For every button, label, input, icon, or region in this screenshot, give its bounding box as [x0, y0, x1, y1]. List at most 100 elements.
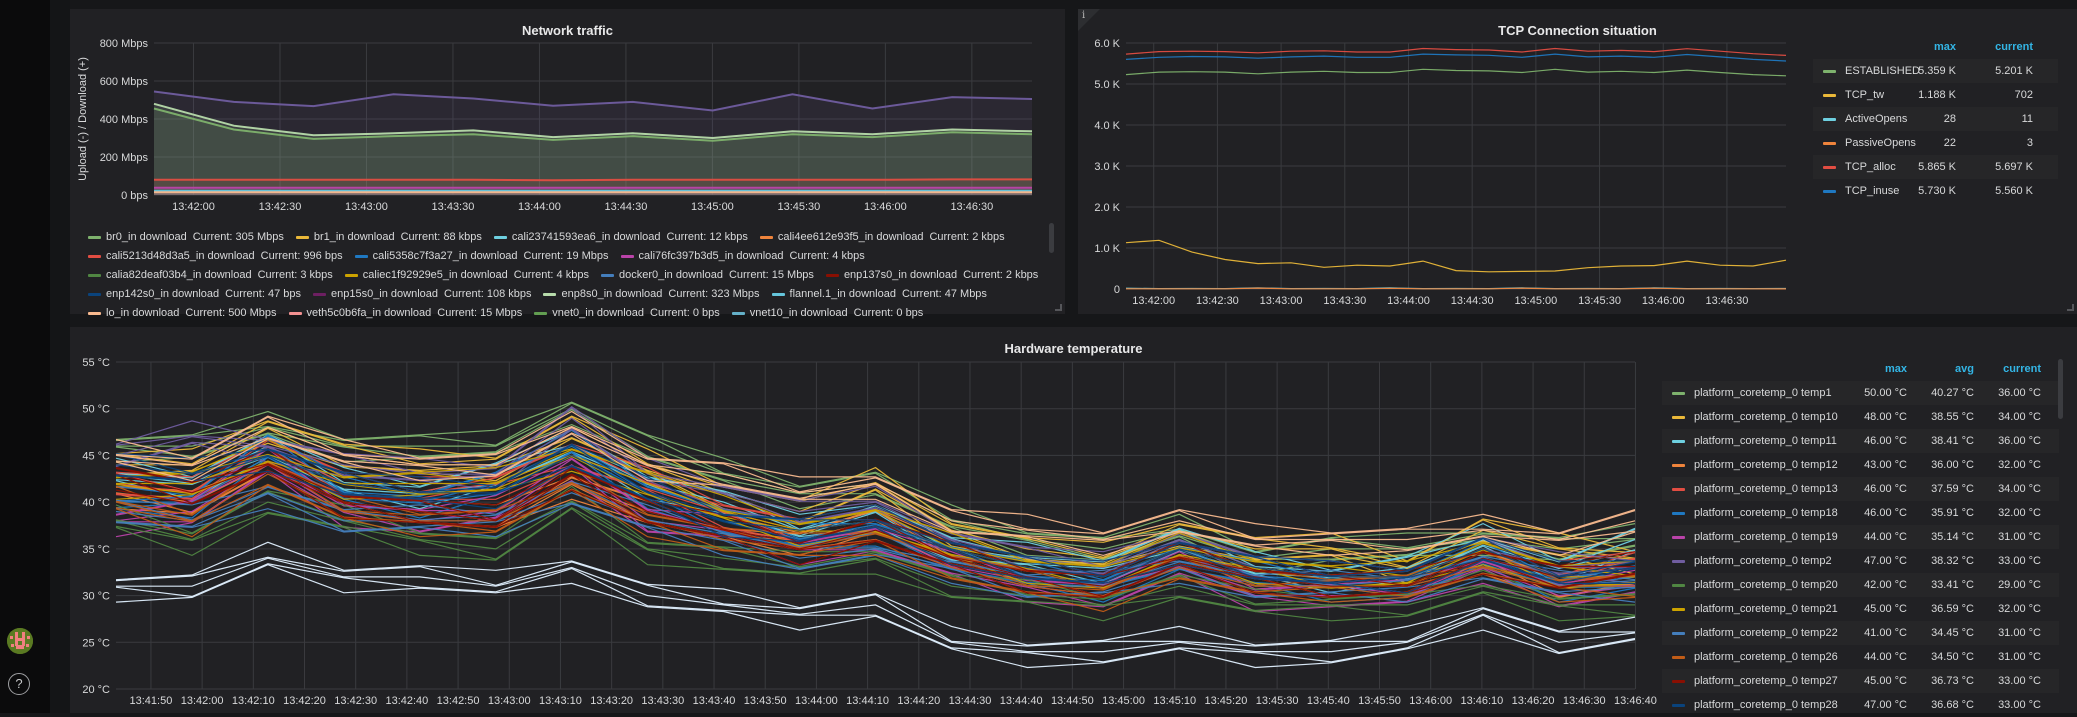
legend-item[interactable]: cali5213d48d3a5_in download Current: 996 … [88, 250, 343, 262]
series-color-swatch [620, 254, 634, 258]
series-line [115, 556, 1635, 647]
x-tick-label: 13:46:30 [1563, 695, 1606, 707]
current-value: 32.00 °C [1998, 459, 2041, 471]
max-value: 47.00 °C [1864, 555, 1907, 567]
max-value: 46.00 °C [1864, 483, 1907, 495]
series-name: platform_coretemp_0 temp26 [1694, 651, 1838, 663]
x-tick-label: 13:43:00 [1260, 295, 1303, 307]
panel-title[interactable]: Network traffic [521, 23, 614, 38]
legend-row[interactable]: platform_coretemp_0 temp27 45.00 °C 36.7… [1662, 669, 2059, 693]
legend-row[interactable]: platform_coretemp_0 temp13 46.00 °C 37.5… [1662, 477, 2059, 501]
legend-row[interactable]: TCP_alloc 5.865 K 5.697 K [1813, 155, 2058, 179]
x-tick-label: 13:42:30 [334, 695, 377, 707]
legend-row[interactable]: PassiveOpens 22 3 [1813, 131, 2058, 155]
legend-item[interactable]: docker0_in download Current: 15 Mbps [600, 269, 814, 281]
legend-item[interactable]: caliec1f92929e5_in download Current: 4 kb… [344, 269, 589, 281]
x-tick-label: 13:45:50 [1358, 695, 1401, 707]
legend-row[interactable]: platform_coretemp_0 temp1 50.00 °C 40.27… [1662, 381, 2059, 405]
series-line [1126, 287, 1787, 290]
series-name: platform_coretemp_0 temp18 [1694, 507, 1838, 519]
y-tick-label: 400 Mbps [100, 114, 149, 126]
x-tick-label: 13:42:20 [283, 695, 326, 707]
column-header-current[interactable]: current [2003, 363, 2041, 375]
y-axis-label: Upload (-) / Download (+) [77, 57, 89, 181]
legend-item[interactable]: enp142s0_in download Current: 47 bps [88, 288, 301, 300]
legend-row[interactable]: platform_coretemp_0 temp21 45.00 °C 36.5… [1662, 597, 2059, 621]
current-label: Current: [853, 307, 897, 319]
help-icon[interactable]: ? [8, 673, 30, 695]
series-name: platform_coretemp_0 temp12 [1694, 459, 1838, 471]
legend-item[interactable]: vnet10_in download Current: 0 bps [731, 307, 923, 319]
series-line [115, 470, 1636, 599]
legend-item[interactable]: enp8s0_in download Current: 323 Mbps [543, 288, 760, 300]
legend-row[interactable]: platform_coretemp_0 temp18 46.00 °C 35.9… [1662, 501, 2059, 525]
series-line [115, 564, 1636, 669]
series-name: platform_coretemp_0 temp2 [1694, 555, 1832, 567]
legend-item[interactable]: cali4ee612e93f5_in download Current: 2 kb… [759, 231, 1005, 243]
series-name: lo_in download [106, 307, 180, 319]
series-line [115, 427, 1636, 570]
legend-row[interactable]: platform_coretemp_0 temp2 47.00 °C 38.32… [1662, 549, 2059, 573]
legend-row[interactable]: platform_coretemp_0 temp26 44.00 °C 34.5… [1662, 645, 2059, 669]
series-color-swatch [88, 311, 101, 315]
series-color-swatch [1672, 680, 1685, 683]
max-value: 47.00 °C [1864, 699, 1907, 711]
legend-row[interactable]: ActiveOpens 28 11 [1813, 107, 2058, 131]
legend-row[interactable]: TCP_tw 1.188 K 702 [1813, 83, 2058, 107]
column-header-avg[interactable]: avg [1955, 363, 1974, 375]
column-header-max[interactable]: max [1884, 363, 1907, 375]
legend-row[interactable]: platform_coretemp_0 temp19 44.00 °C 35.1… [1662, 525, 2059, 549]
legend-item[interactable]: br0_in download Current: 305 Mbps [88, 231, 284, 243]
legend-scrollbar[interactable] [1049, 223, 1054, 253]
series-line [153, 107, 1033, 142]
current-value: 5.697 K [1995, 161, 2033, 173]
user-avatar[interactable] [7, 628, 33, 654]
panel-title[interactable]: TCP Connection situation [1498, 23, 1657, 38]
resize-handle[interactable] [1055, 304, 1062, 311]
legend-row[interactable]: platform_coretemp_0 temp28 47.00 °C 36.6… [1662, 693, 2059, 717]
y-tick-label: 30 °C [82, 591, 110, 603]
info-corner[interactable]: i [1078, 9, 1100, 31]
x-tick-label: 13:43:30 [1323, 295, 1366, 307]
tcp-connection-panel: i TCP Connection situation 6.0 K 5.0 K 4.0… [1078, 9, 2077, 314]
x-tick-label: 13:46:30 [1706, 295, 1749, 307]
legend-item[interactable]: veth5c0b6fa_in download Current: 15 Mbps [288, 307, 522, 319]
legend-item[interactable]: enp15s0_in download Current: 108 kbps [312, 288, 531, 300]
legend-row[interactable]: platform_coretemp_0 temp12 43.00 °C 36.0… [1662, 453, 2059, 477]
current-value: 33.00 °C [1998, 699, 2041, 711]
column-header-max[interactable]: max [1933, 41, 1956, 53]
x-tick-label: 13:45:30 [777, 201, 820, 213]
series-name: veth5c0b6fa_in download [306, 307, 432, 319]
panel-title[interactable]: Hardware temperature [1004, 341, 1143, 356]
legend-item[interactable]: cali23741593ea6_in download Current: 12 k… [493, 231, 748, 243]
max-value: 48.00 °C [1864, 411, 1907, 423]
legend-row[interactable]: platform_coretemp_0 temp10 48.00 °C 38.5… [1662, 405, 2059, 429]
legend-item[interactable]: vnet0_in download Current: 0 bps [534, 307, 720, 319]
legend-scrollbar[interactable] [2058, 359, 2063, 419]
series-line [115, 501, 1635, 606]
current-value: 34.00 °C [1998, 483, 2041, 495]
series-name: platform_coretemp_0 temp22 [1694, 627, 1838, 639]
legend-item[interactable]: lo_in download Current: 500 Mbps [88, 307, 277, 319]
legend-row[interactable]: platform_coretemp_0 temp22 41.00 °C 34.4… [1662, 621, 2059, 645]
legend-item[interactable]: cali76fc397b3d5_in download Current: 4 kb… [620, 250, 865, 262]
legend-row[interactable]: platform_coretemp_0 temp11 46.00 °C 38.4… [1662, 429, 2059, 453]
series-name: TCP_tw [1845, 89, 1885, 101]
legend-item[interactable]: enp137s0_in download Current: 2 kbps [825, 269, 1038, 281]
legend-item[interactable]: br1_in download Current: 88 kbps [295, 231, 482, 243]
current-value: 3 [2026, 137, 2033, 149]
legend-row[interactable]: platform_coretemp_0 temp20 42.00 °C 33.4… [1662, 573, 2059, 597]
legend-item[interactable]: calia82deaf03b4_in download Current: 3 kb… [88, 269, 333, 281]
tcp-legend-table: max current ESTABLISHED 5.359 K 5.201 K T… [1813, 41, 2058, 203]
column-header-current[interactable]: current [1995, 41, 2033, 53]
legend-row[interactable]: TCP_inuse 5.730 K 5.560 K [1813, 179, 2058, 203]
series-color-swatch [759, 235, 773, 239]
x-tick-label: 13:44:00 [1387, 295, 1430, 307]
series-name: TCP_inuse [1845, 185, 1900, 197]
x-tick-label: 13:43:50 [744, 695, 787, 707]
legend-item[interactable]: flannel.1_in download Current: 47 Mbps [771, 288, 987, 300]
legend-item[interactable]: cali5358c7f3a27_in download Current: 19 M… [354, 250, 609, 262]
resize-handle[interactable] [2067, 304, 2074, 311]
legend-row[interactable]: ESTABLISHED 5.359 K 5.201 K [1813, 59, 2058, 83]
series-name: platform_coretemp_0 temp20 [1694, 579, 1838, 591]
